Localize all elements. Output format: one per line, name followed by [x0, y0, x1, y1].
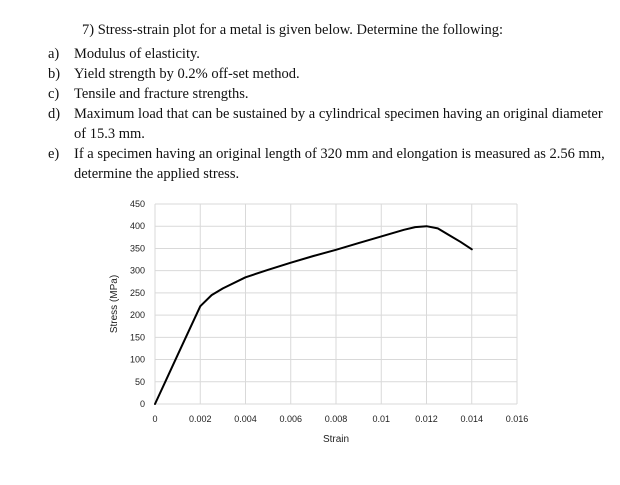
stress-strain-curve: [154, 225, 473, 405]
question-text: Modulus of elasticity.: [74, 46, 200, 62]
x-tick-label: 0.01: [372, 414, 390, 424]
y-axis-title: Stress (MPa): [109, 275, 120, 333]
y-tick-label: 250: [130, 288, 145, 298]
y-tick-label: 0: [140, 399, 145, 409]
question-marker: c): [48, 86, 60, 102]
question-marker: d): [48, 106, 61, 122]
y-tick-label: 350: [130, 243, 145, 253]
question-marker: b): [48, 66, 61, 82]
question-item-e: e) If a specimen having an original leng…: [48, 144, 608, 184]
question-item-c: c) Tensile and fracture strengths.: [48, 84, 608, 104]
problem-title: 7) Stress-strain plot for a metal is giv…: [82, 22, 504, 38]
question-item-b: b) Yield strength by 0.2% off-set method…: [48, 64, 608, 84]
y-tick-label: 200: [130, 310, 145, 320]
question-text: If a specimen having an original length …: [74, 146, 605, 182]
y-tick-label: 400: [130, 221, 145, 231]
y-tick-label: 50: [135, 377, 145, 387]
x-tick-label: 0.008: [325, 414, 348, 424]
x-tick-label: 0.004: [234, 414, 257, 424]
y-tick-label: 100: [130, 355, 145, 365]
x-tick-label: 0.014: [460, 414, 483, 424]
y-tick-label: 300: [130, 266, 145, 276]
x-tick-label: 0.012: [415, 414, 438, 424]
stress-strain-chart: 0 50 100 150 200 250 300 350 400 450 0 0.002 0.004 0.…: [100, 190, 540, 455]
question-item-d: d) Maximum load that can be sustained by…: [48, 104, 608, 144]
question-text: Tensile and fracture strengths.: [74, 86, 249, 102]
question-text: Yield strength by 0.2% off-set method.: [74, 66, 300, 82]
question-marker: a): [48, 46, 60, 62]
question-text: Maximum load that can be sustained by a …: [74, 106, 603, 142]
problem-statement: 7) Stress-strain plot for a metal is giv…: [48, 20, 608, 184]
question-item-a: a) Modulus of elasticity.: [48, 44, 608, 64]
x-tick-label: 0.002: [189, 414, 212, 424]
x-tick-label: 0: [152, 414, 157, 424]
x-tick-label: 0.006: [279, 414, 302, 424]
x-axis-title: Strain: [323, 434, 349, 445]
y-tick-label: 450: [130, 199, 145, 209]
y-tick-label: 150: [130, 332, 145, 342]
stress-strain-plot: 0 50 100 150 200 250 300 350 400 450 0 0.002 0.004 0.…: [109, 199, 529, 445]
x-tick-label: 0.016: [506, 414, 529, 424]
question-marker: e): [48, 146, 60, 162]
